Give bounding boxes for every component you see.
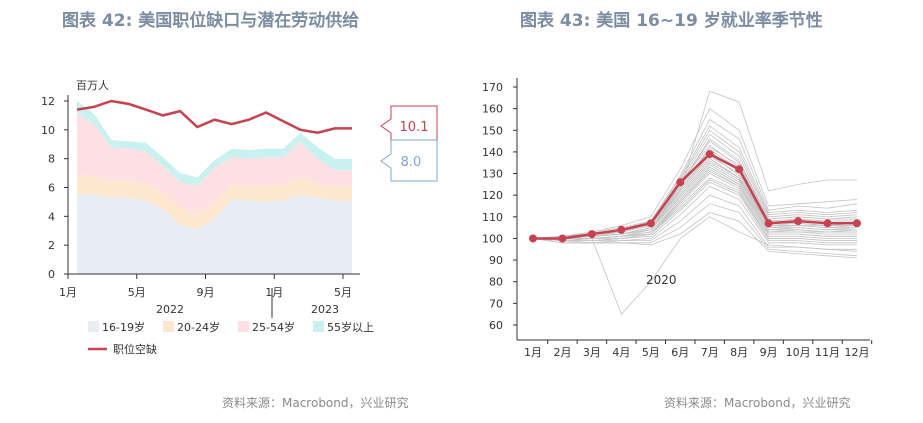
right-x-tick-label: 9月 <box>760 346 778 359</box>
history-year-line <box>533 157 857 239</box>
legend-label: 16-19岁 <box>102 320 145 334</box>
latest-year-point <box>853 219 861 228</box>
left-y-tick-label: 2 <box>48 239 55 252</box>
right-x-tick-label: 8月 <box>730 346 748 359</box>
latest-year-point <box>735 165 744 174</box>
history-year-line <box>532 216 858 315</box>
left-y-tick-label: 4 <box>48 210 55 223</box>
openings-line <box>76 99 352 134</box>
left-year-label: 2022 <box>156 303 184 316</box>
latest-year-point <box>764 219 773 228</box>
teen-seasonality-chart: 60 70 80 90 100 110 120 130 140 150 160 170 1月 2月 3月 4月… <box>482 78 873 359</box>
right-chart-title: 图表 43: 美国 16~19 岁就业率季节性 <box>520 11 823 31</box>
legend-swatch <box>313 321 324 332</box>
right-x-tick-label: 11月 <box>815 346 840 359</box>
latest-year-point <box>617 225 626 234</box>
latest-year-point <box>705 150 714 159</box>
right-x-tick-label: 1月 <box>524 346 542 359</box>
left-x-tick-label: 1月 <box>59 286 77 299</box>
history-year-line <box>532 107 858 239</box>
right-x-tick-label: 4月 <box>612 346 630 359</box>
right-y-tick-label: 130 <box>482 168 503 181</box>
history-year-line <box>532 168 857 242</box>
area-20-24岁 <box>77 174 352 230</box>
right-x-tick-label: 3月 <box>583 346 601 359</box>
left-year-label: 2023 <box>311 303 339 316</box>
left-y-tick-label: 8 <box>48 153 55 166</box>
right-source-note: 资料来源：Macrobond，兴业研究 <box>664 396 851 410</box>
area-55岁以上 <box>77 101 352 187</box>
left-plot-area: 0 2 4 6 8 10 12 1月 5月 9月 1月 5月 2022 2023 <box>41 95 360 318</box>
latest-year-point <box>676 178 685 187</box>
latest-year-point <box>587 230 596 239</box>
labor-supply-callout: 8.0 <box>380 139 438 182</box>
right-x-tick-label: 2月 <box>553 346 571 359</box>
area-25-54岁 <box>77 112 352 214</box>
latest-year-point <box>794 217 803 226</box>
history-year-line <box>532 212 858 259</box>
legend-swatch <box>163 321 174 332</box>
legend-swatch <box>88 321 99 332</box>
history-year-line <box>533 162 857 239</box>
left-y-tick-label: 6 <box>48 182 55 195</box>
legend-label: 55岁以上 <box>327 320 374 334</box>
left-x-tick-label: 5月 <box>334 286 352 299</box>
history-year-line <box>532 177 857 241</box>
left-y-tick-label: 0 <box>48 268 55 281</box>
openings-callout-value: 10.1 <box>400 120 429 135</box>
right-y-tick-label: 100 <box>482 232 503 245</box>
latest-year-line <box>533 152 857 240</box>
latest-year-point <box>558 234 567 243</box>
covid-year-annotation: 2020 <box>646 273 677 287</box>
latest-year-point <box>823 219 832 228</box>
right-y-tick-label: 120 <box>482 189 503 202</box>
latest-year-point <box>529 234 537 243</box>
left-unit-label: 百万人 <box>76 79 109 92</box>
right-x-tick-label: 6月 <box>671 346 689 359</box>
left-y-tick-label: 12 <box>41 95 55 108</box>
left-x-tick-label: 5月 <box>128 286 146 299</box>
right-y-tick-label: 90 <box>489 254 503 267</box>
right-plot-area: 60 70 80 90 100 110 120 130 140 150 160 170 1月 2月 3月 4月… <box>482 78 873 359</box>
history-year-line <box>533 90 857 239</box>
left-y-tick-label: 10 <box>41 124 55 137</box>
right-y-tick-label: 60 <box>489 319 503 332</box>
history-year-line <box>532 118 858 239</box>
legend-label: 职位空缺 <box>113 342 157 356</box>
history-year-line <box>532 179 857 241</box>
right-y-tick-label: 80 <box>489 276 503 289</box>
right-y-tick-label: 110 <box>482 211 503 224</box>
legend-label: 25-54岁 <box>252 320 295 334</box>
right-x-tick-label: 7月 <box>701 346 719 359</box>
left-x-tick-label: 9月 <box>197 286 215 299</box>
right-y-tick-label: 170 <box>482 81 503 94</box>
legend-label: 20-24岁 <box>177 320 220 334</box>
latest-year-point <box>646 219 655 228</box>
left-source-note: 资料来源：Macrobond，兴业研究 <box>222 396 409 410</box>
right-y-tick-label: 150 <box>482 124 503 137</box>
labor-supply-callout-value: 8.0 <box>401 155 422 170</box>
openings-callout: 10.1 <box>380 105 438 147</box>
labor-gap-chart: 百万人 0 2 4 6 8 10 12 1月 5月 9月 1月 5月 2022 2023 10.1 8.0… <box>41 79 438 356</box>
area-16-19岁 <box>77 194 352 274</box>
legend-swatch <box>238 321 249 332</box>
right-x-tick-label: 5月 <box>642 346 660 359</box>
right-x-tick-label: 10月 <box>786 346 811 359</box>
left-chart-title: 图表 42: 美国职位缺口与潜在劳动供给 <box>62 11 360 31</box>
right-y-tick-label: 70 <box>489 297 503 310</box>
right-y-tick-label: 160 <box>482 103 503 116</box>
history-year-line <box>532 170 857 242</box>
right-x-tick-label: 12月 <box>845 346 870 359</box>
left-x-tick-label: 1月 <box>265 286 283 299</box>
right-y-tick-label: 140 <box>482 146 503 159</box>
